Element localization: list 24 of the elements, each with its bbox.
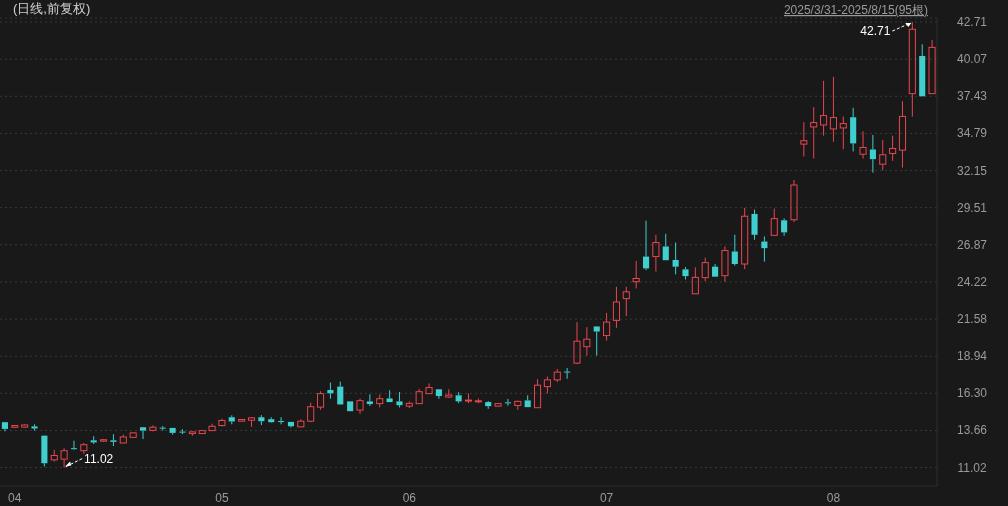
x-tick-label: 05 [215,491,229,505]
y-tick-label: 37.43 [956,89,988,104]
x-tick-label: 07 [599,491,614,505]
y-tick-label: 24.22 [956,275,988,290]
y-tick-label: 16.30 [956,386,988,401]
y-tick-label: 21.58 [956,312,988,327]
annotation: 11.02 [84,451,114,466]
arrow-annotation: 11.02 [65,451,114,468]
y-tick-label: 29.51 [956,200,988,215]
y-tick-label: 32.15 [956,163,988,178]
y-tick-label: 26.87 [956,237,988,252]
x-tick-label: 08 [826,491,841,505]
annotation: 42.71 [860,24,891,39]
y-tick-label: 13.66 [956,423,988,438]
y-tick-label: 34.79 [956,126,988,141]
y-tick-label: 40.07 [956,52,988,67]
y-tick-label: 42.71 [956,15,988,30]
chart-subtitle: 2025/3/31-2025/8/15(95根) [783,3,928,17]
y-tick-label: 18.94 [956,349,988,364]
x-tick-label: 04 [8,491,22,505]
chart-title: (日线,前复权) [13,1,91,16]
x-tick-label: 06 [402,491,417,505]
arrow-annotation: 42.71 [860,22,912,39]
y-tick-label: 11.02 [957,460,987,475]
